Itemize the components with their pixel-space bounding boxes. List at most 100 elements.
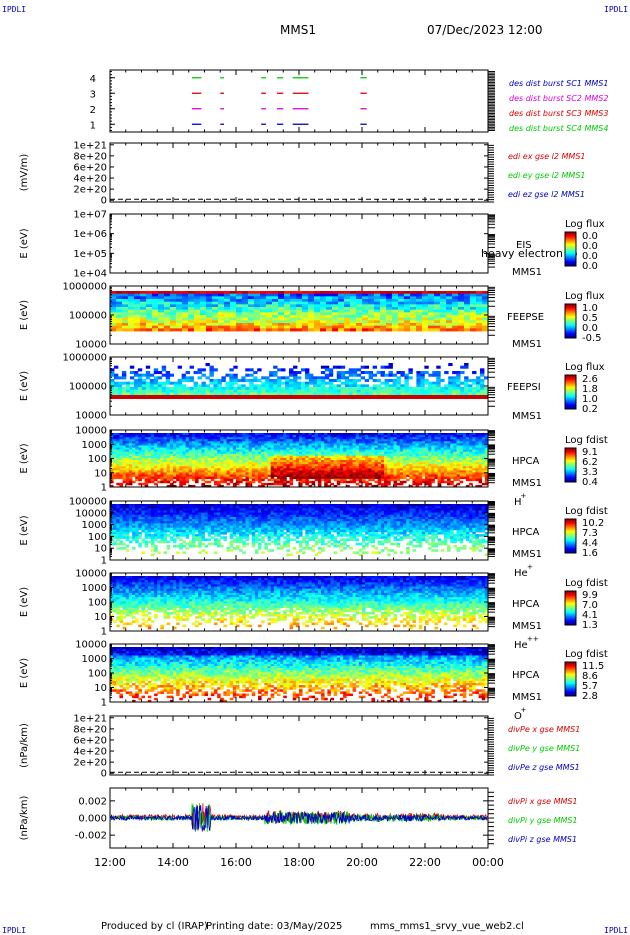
hpca_h-heatmap-cell bbox=[242, 475, 246, 477]
feepsi-heatmap-cell bbox=[381, 374, 385, 377]
burst-legend-entry: des dist burst SC4 MMS4 bbox=[509, 124, 608, 133]
feepse-heatmap-cell bbox=[254, 291, 260, 294]
feepse-heatmap-cell bbox=[194, 310, 200, 313]
feepsi-heatmap-cell bbox=[202, 390, 206, 393]
feepsi-heatmap-cell bbox=[361, 376, 365, 379]
feepse-heatmap-cell bbox=[296, 315, 302, 318]
feepse-heatmap-cell bbox=[398, 299, 404, 302]
feepse-heatmap-cell bbox=[128, 291, 134, 294]
feepse-heatmap-cell bbox=[284, 291, 290, 294]
feepse-heatmap-cell bbox=[200, 328, 206, 331]
eis-colorbar-tick: 0.0 bbox=[582, 261, 598, 272]
feepsi-heatmap-cell bbox=[269, 387, 273, 390]
feepse-heatmap-cell bbox=[332, 320, 338, 323]
feepsi-heatmap-cell bbox=[305, 382, 309, 385]
feepsi-heatmap-cell bbox=[428, 392, 432, 395]
feepse-heatmap-cell bbox=[266, 294, 272, 297]
feepse-heatmap-cell bbox=[350, 296, 356, 299]
feepse-heatmap-cell bbox=[338, 320, 344, 323]
feepsi-heatmap-cell bbox=[424, 387, 428, 390]
feepsi-heatmap-cell bbox=[265, 382, 269, 385]
feepse-heatmap-cell bbox=[410, 315, 416, 318]
feepse-heatmap-cell bbox=[182, 291, 188, 294]
feepsi-heatmap-cell bbox=[416, 384, 420, 387]
feepsi-heatmap-cell bbox=[198, 392, 202, 395]
feepse-heatmap-cell bbox=[188, 296, 194, 299]
feepse-ytick-label: 100000 bbox=[69, 311, 107, 322]
feepse-heatmap-cell bbox=[140, 296, 146, 299]
feepsi-heatmap-cell bbox=[472, 382, 476, 385]
feepse-heatmap-cell bbox=[416, 326, 422, 329]
feepsi-heatmap-cell bbox=[420, 374, 424, 377]
feepsi-heatmap-cell bbox=[341, 387, 345, 390]
hpca_h-heatmap-cell bbox=[249, 477, 253, 479]
feepse-heatmap-cell bbox=[362, 307, 368, 310]
feepse-heatmap-cell bbox=[200, 320, 206, 323]
feepse-heatmap-cell bbox=[464, 296, 470, 299]
feepse-heatmap-cell bbox=[398, 302, 404, 305]
feepse-heatmap-cell bbox=[242, 310, 248, 313]
feepsi-heatmap-cell bbox=[213, 382, 217, 385]
feepse-heatmap-cell bbox=[326, 296, 332, 299]
feepsi-heatmap-cell bbox=[217, 390, 221, 393]
feepse-heatmap-cell bbox=[392, 291, 398, 294]
hpca_h-heatmap-cell bbox=[274, 475, 278, 477]
feepse-heatmap-cell bbox=[458, 304, 464, 307]
feepsi-heatmap-cell bbox=[233, 390, 237, 393]
feepsi-heatmap-cell bbox=[408, 376, 412, 379]
feepse-heatmap-cell bbox=[164, 304, 170, 307]
feepse-heatmap-cell bbox=[464, 326, 470, 329]
feepse-heatmap-cell bbox=[362, 291, 368, 294]
feepse-heatmap-cell bbox=[140, 304, 146, 307]
feepse-heatmap-cell bbox=[284, 320, 290, 323]
feepse-heatmap-cell bbox=[446, 302, 452, 305]
feepse-heatmap-cell bbox=[158, 315, 164, 318]
feepsi-heatmap-cell bbox=[122, 382, 126, 385]
feepse-heatmap-cell bbox=[194, 326, 200, 329]
feepse-heatmap-cell bbox=[410, 294, 416, 297]
eis-ytick-label: 1e+06 bbox=[73, 229, 107, 240]
feepsi-heatmap-cell bbox=[209, 392, 213, 395]
feepse-heatmap-cell bbox=[380, 310, 386, 313]
hpca_h-heatmap-cell bbox=[119, 477, 123, 479]
feepsi-heatmap-cell bbox=[416, 374, 420, 377]
feepse-heatmap-cell bbox=[440, 304, 446, 307]
feepse-heatmap-cell bbox=[374, 310, 380, 313]
feepse-heatmap-cell bbox=[248, 294, 254, 297]
feepse-heatmap-cell bbox=[206, 302, 212, 305]
feepse-heatmap-cell bbox=[194, 315, 200, 318]
feepsi-heatmap-cell bbox=[293, 390, 297, 393]
feepse-heatmap-cell bbox=[248, 320, 254, 323]
feepse-spacecraft-label: MMS1 bbox=[512, 339, 542, 350]
feepse-heatmap-cell bbox=[134, 312, 140, 315]
feepsi-heatmap-cell bbox=[321, 384, 325, 387]
feepse-heatmap-cell bbox=[182, 326, 188, 329]
feepse-heatmap-cell bbox=[476, 296, 482, 299]
feepsi-heatmap-cell bbox=[249, 390, 253, 393]
feepse-heatmap-cell bbox=[362, 320, 368, 323]
feepse-heatmap-cell bbox=[374, 296, 380, 299]
feepse-heatmap-cell bbox=[266, 296, 272, 299]
feepse-heatmap-cell bbox=[482, 310, 488, 313]
feepse-heatmap-cell bbox=[236, 326, 242, 329]
feepse-heatmap-cell bbox=[410, 312, 416, 315]
feepse-heatmap-cell bbox=[320, 315, 326, 318]
feepse-heatmap-cell bbox=[128, 320, 134, 323]
feepsi-heatmap-cell bbox=[166, 376, 170, 379]
feepse-heatmap-cell bbox=[116, 299, 122, 302]
feepse-heatmap-cell bbox=[230, 326, 236, 329]
feepse-heatmap-cell bbox=[428, 307, 434, 310]
feepse-heatmap-cell bbox=[314, 323, 320, 326]
feepse-heatmap-cell bbox=[152, 291, 158, 294]
feepsi-heatmap-cell bbox=[285, 387, 289, 390]
feepse-heatmap-cell bbox=[404, 296, 410, 299]
feepsi-heatmap-cell bbox=[305, 371, 309, 374]
feepsi-heatmap-cell bbox=[142, 387, 146, 390]
feepse-heatmap-cell bbox=[404, 312, 410, 315]
feepsi-heatmap-cell bbox=[249, 379, 253, 382]
feepsi-heatmap-cell bbox=[420, 379, 424, 382]
feepsi-heatmap-cell bbox=[273, 384, 277, 387]
feepsi-heatmap-cell bbox=[269, 374, 273, 377]
feepse-heatmap-cell bbox=[218, 318, 224, 321]
